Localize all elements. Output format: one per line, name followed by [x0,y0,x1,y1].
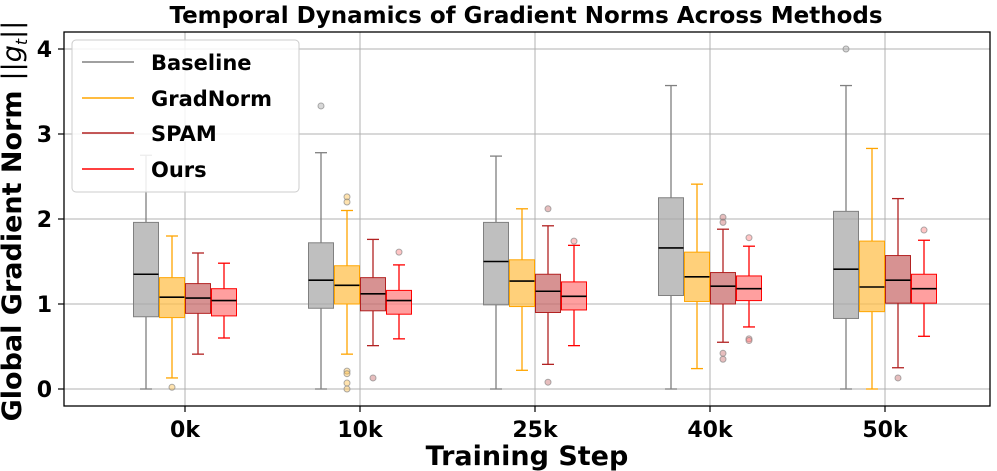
box-spam-50k [885,197,911,382]
outlier-point [745,234,753,242]
legend-label-spam: SPAM [151,122,217,146]
outlier-point [719,213,727,221]
box-gradnorm-0k [159,235,185,391]
outlier-point [894,374,902,382]
chart-title: Temporal Dynamics of Gradient Norms Acro… [169,3,882,29]
box-iqr [386,289,412,315]
outlier-point [343,370,351,378]
outlier-point [343,198,351,206]
outlier-point [317,102,325,110]
outlier-point [369,374,377,382]
x-tick-label: 0k [170,418,201,443]
box-baseline-10k [308,102,334,390]
y-tick-label: 1 [37,293,52,318]
y-tick-label: 0 [37,378,52,403]
box-iqr [710,272,736,305]
box-iqr [483,221,509,306]
box-iqr [308,242,334,309]
box-iqr [658,197,684,296]
x-axis-label: Training Step [426,441,629,471]
y-axis-label-math-close: || [0,21,28,39]
outlier-point [544,205,552,213]
box-plots [133,45,937,393]
box-spam-40k [710,213,736,363]
y-axis-label-math: ||g [0,45,28,80]
y-tick-label: 3 [37,123,52,148]
x-tick-label: 25k [512,418,559,443]
outlier-point [570,237,578,245]
y-axis-ticks: 0 1 2 3 4 [37,38,64,403]
box-iqr [211,288,237,317]
box-iqr [885,255,911,304]
box-spam-10k [360,238,386,382]
x-tick-label: 50k [862,418,909,443]
outlier-point [343,385,351,393]
outlier-point [920,226,928,234]
x-tick-label: 40k [687,418,734,443]
box-ours-10k [386,248,412,340]
outlier-point [745,337,753,345]
box-ours-50k [911,226,937,337]
y-tick-label: 4 [37,38,52,63]
outlier-point [544,378,552,386]
legend-label-gradnorm: GradNorm [151,87,272,111]
y-axis-label: Global Gradient Norm ||gt|| [0,21,31,422]
box-baseline-50k [833,45,859,390]
y-axis-label-text: Global Gradient Norm [0,90,28,421]
outlier-point [395,248,403,256]
y-axis-label-math-sub: t [12,38,31,45]
y-tick-label: 2 [37,208,52,233]
outlier-point [343,379,351,387]
box-iqr [133,221,159,318]
box-spam-25k [535,205,561,386]
outlier-point [343,193,351,201]
x-axis-ticks: 0k 10k 25k 40k 50k [170,406,909,443]
outlier-point [719,355,727,363]
box-baseline-40k [658,84,684,390]
box-gradnorm-50k [859,147,885,390]
outlier-point [168,383,176,391]
box-gradnorm-25k [509,208,535,371]
legend: Baseline GradNorm SPAM Ours [71,39,300,193]
legend-label-ours: Ours [151,158,207,182]
box-baseline-25k [483,155,509,390]
box-ours-0k [211,262,237,339]
box-spam-0k [185,252,211,355]
box-iqr [859,240,885,313]
box-iqr [535,273,561,313]
box-iqr [833,210,859,319]
legend-label-baseline: Baseline [151,51,252,75]
box-iqr [509,259,535,308]
x-tick-label: 10k [337,418,384,443]
box-ours-25k [561,237,587,347]
outlier-point [719,218,727,226]
box-gradnorm-10k [334,193,360,393]
outlier-point [842,45,850,53]
legend-frame [71,39,300,193]
box-gradnorm-40k [684,183,710,370]
box-ours-40k [736,234,762,345]
outlier-point [719,349,727,357]
